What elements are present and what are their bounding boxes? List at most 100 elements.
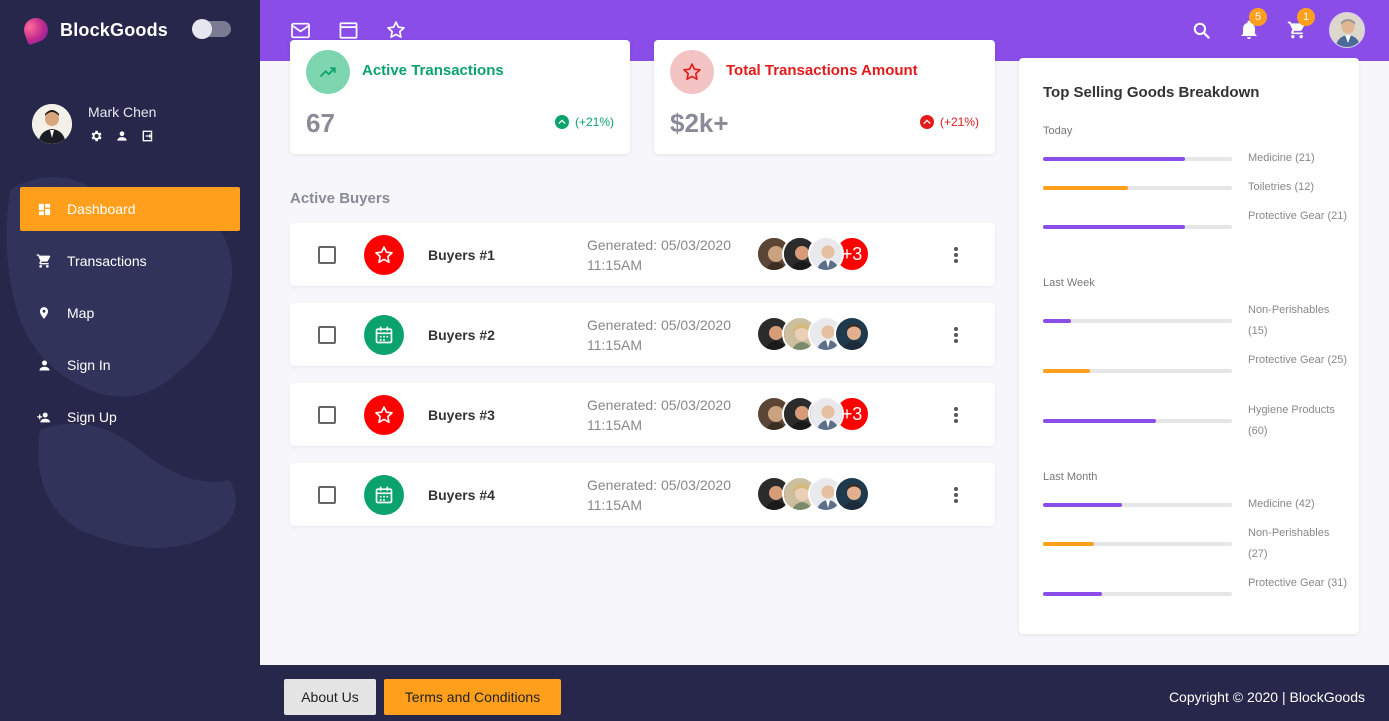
window-icon[interactable] [336, 18, 360, 42]
trending-up-icon [306, 50, 350, 94]
table-row[interactable]: Buyers #1 Generated: 05/03/2020 11:15AM … [290, 223, 995, 286]
cart-badge: 1 [1297, 8, 1315, 26]
row-checkbox[interactable] [318, 486, 336, 504]
active-transactions-card[interactable]: Active Transactions 67 (+21%) [290, 40, 630, 154]
logout-icon[interactable] [140, 128, 156, 144]
avatar[interactable] [1329, 12, 1365, 48]
card-value: 67 [306, 108, 335, 138]
sidebar-item-sign-in[interactable]: Sign In [20, 343, 240, 387]
progress-fill [1043, 503, 1123, 507]
avatar [808, 236, 844, 272]
sidebar-item-label: Dashboard [67, 201, 136, 217]
sidebar: BlockGoods Mark Chen [0, 0, 260, 721]
terms-button[interactable]: Terms and Conditions [384, 679, 561, 715]
row-name: Buyers #4 [428, 487, 495, 503]
profile-person-icon[interactable] [114, 128, 130, 144]
row-checkbox[interactable] [318, 406, 336, 424]
total-amount-card[interactable]: Total Transactions Amount $2k+ (+21%) [654, 40, 995, 154]
star-icon [364, 395, 404, 435]
settings-gear-icon[interactable] [88, 128, 104, 144]
progress-label: Protective Gear (25) [1248, 354, 1348, 366]
progress-track [1043, 186, 1232, 190]
period-label: Last Month [1043, 471, 1098, 483]
progress-label: Protective Gear (31) [1248, 577, 1348, 589]
avatar [808, 396, 844, 432]
more-options-icon[interactable] [948, 325, 964, 345]
row-name: Buyers #1 [428, 247, 495, 263]
user-profile: Mark Chen [32, 104, 156, 144]
avatar-group[interactable] [756, 316, 870, 352]
sidebar-item-map[interactable]: Map [20, 291, 240, 335]
theme-toggle[interactable] [192, 19, 231, 39]
progress-fill [1043, 157, 1185, 161]
row-generated: Generated: 05/03/2020 11:15AM [587, 477, 732, 513]
row-generated: Generated: 05/03/2020 11:15AM [587, 397, 732, 433]
star-icon [364, 235, 404, 275]
progress-track [1043, 503, 1232, 507]
cart-icon[interactable]: 1 [1285, 8, 1315, 42]
progress-label: Hygiene Products (60) [1248, 404, 1335, 437]
progress-label: Medicine (42) [1248, 498, 1315, 510]
chevron-up-icon [919, 115, 934, 129]
sidebar-item-dashboard[interactable]: Dashboard [20, 187, 240, 231]
progress-track [1043, 319, 1232, 323]
progress-fill [1043, 592, 1102, 596]
person-add-icon [36, 409, 52, 425]
period-label: Today [1043, 125, 1073, 137]
avatar[interactable] [32, 104, 72, 144]
map-pin-icon [36, 305, 52, 321]
progress-fill [1043, 225, 1185, 229]
sidebar-nav: Dashboard Transactions Map Sign In Sign … [20, 187, 240, 447]
table-row[interactable]: Buyers #4 Generated: 05/03/2020 11:15AM [290, 463, 995, 526]
progress-label: Toiletries (12) [1248, 181, 1315, 193]
row-checkbox[interactable] [318, 246, 336, 264]
user-name: Mark Chen [88, 104, 157, 120]
change-value: (+21%) [574, 115, 614, 129]
sidebar-item-transactions[interactable]: Transactions [20, 239, 240, 283]
more-options-icon[interactable] [948, 245, 964, 265]
row-name: Buyers #2 [428, 327, 495, 343]
search-icon[interactable] [1189, 18, 1213, 42]
dashboard-icon [36, 201, 52, 217]
notifications-bell-icon[interactable]: 5 [1237, 8, 1267, 42]
card-title: Total Transactions Amount [726, 62, 918, 79]
progress-fill [1043, 542, 1095, 546]
progress-fill [1043, 319, 1072, 323]
avatar-group[interactable]: +3 [756, 236, 870, 272]
card-value: $2k+ [670, 108, 729, 138]
star-icon [670, 50, 714, 94]
brand[interactable]: BlockGoods [20, 14, 169, 46]
sidebar-item-label: Sign In [67, 357, 111, 373]
toggle-knob [192, 19, 212, 39]
progress-label: Medicine (21) [1248, 152, 1315, 164]
sidebar-item-label: Sign Up [67, 409, 117, 425]
progress-label: Non-Perishables (27) [1248, 527, 1330, 560]
brand-name: BlockGoods [60, 19, 169, 40]
mail-icon[interactable] [288, 18, 312, 42]
table-row[interactable]: Buyers #2 Generated: 05/03/2020 11:15AM [290, 303, 995, 366]
avatar [834, 316, 870, 352]
avatar-group[interactable]: +3 [756, 396, 870, 432]
row-generated: Generated: 05/03/2020 11:15AM [587, 237, 732, 273]
period-label: Last Week [1043, 277, 1095, 289]
section-title: Active Buyers [290, 190, 391, 207]
more-options-icon[interactable] [948, 485, 964, 505]
star-icon[interactable] [384, 18, 408, 42]
card-title: Active Transactions [362, 62, 504, 79]
more-options-icon[interactable] [948, 405, 964, 425]
progress-track [1043, 592, 1232, 596]
about-us-button[interactable]: About Us [284, 679, 376, 715]
avatar-group[interactable] [756, 476, 870, 512]
row-checkbox[interactable] [318, 326, 336, 344]
chevron-up-icon [554, 115, 569, 129]
copyright-text: Copyright © 2020 | BlockGoods [1168, 689, 1365, 705]
row-name: Buyers #3 [428, 407, 495, 423]
table-row[interactable]: Buyers #3 Generated: 05/03/2020 11:15AM … [290, 383, 995, 446]
progress-track [1043, 225, 1232, 229]
cart-icon [36, 253, 52, 269]
sidebar-item-sign-up[interactable]: Sign Up [20, 395, 240, 439]
avatar-image [32, 104, 72, 144]
progress-track [1043, 157, 1232, 161]
change-value: (+21%) [939, 115, 979, 129]
progress-track [1043, 369, 1232, 373]
